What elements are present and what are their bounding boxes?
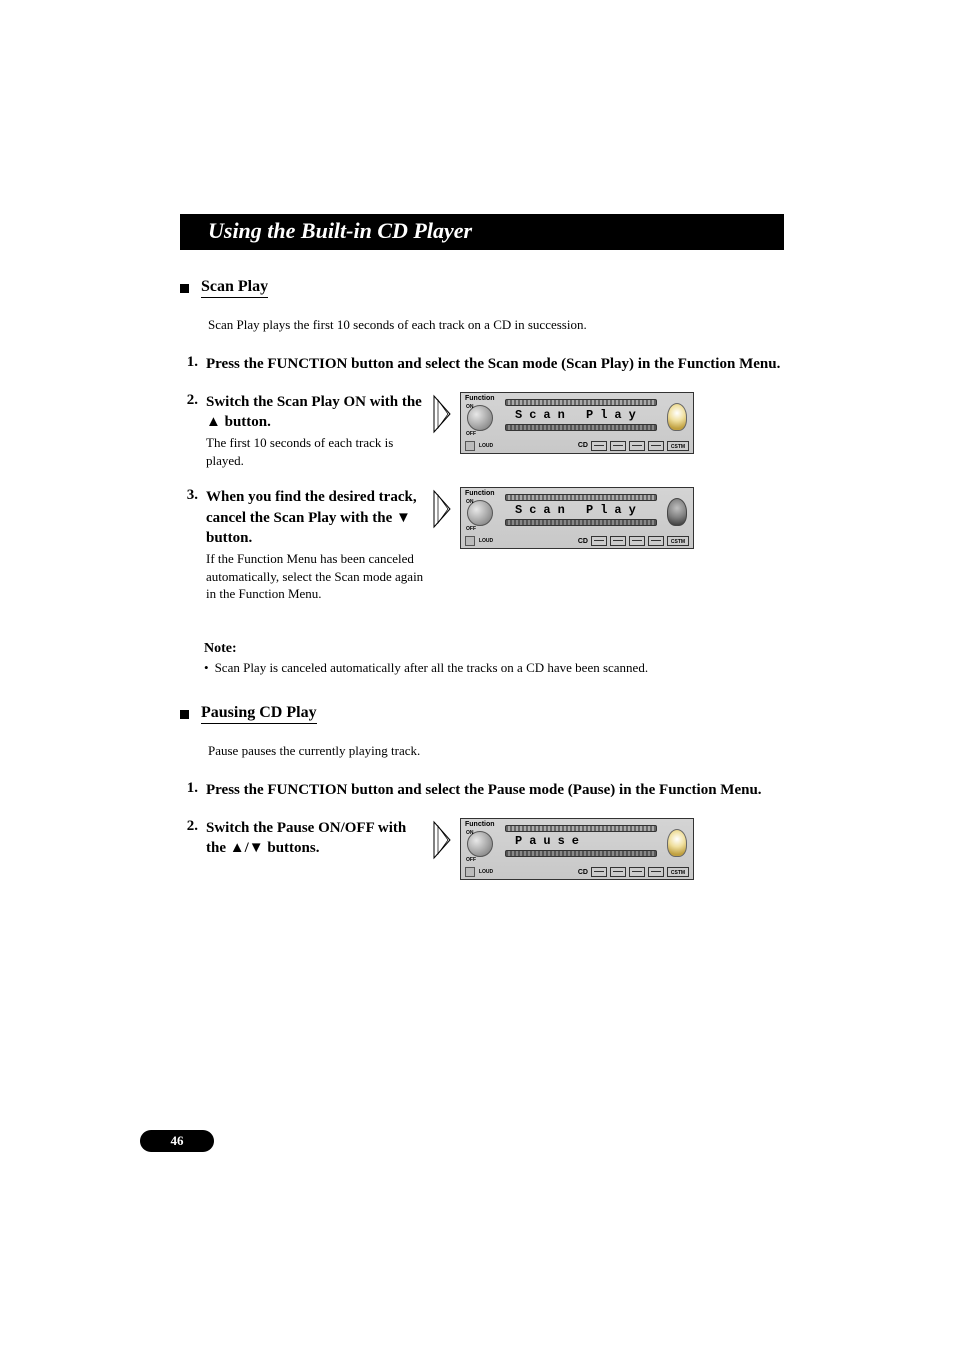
lcd-band: Pause	[505, 825, 657, 855]
lcd-status-icons: LOUD CD CSTM	[465, 441, 689, 451]
lcd-speaker-icon	[465, 867, 475, 877]
lcd-cstm-label: CSTM	[667, 536, 689, 546]
step-number: 2.	[180, 818, 198, 880]
note-label: Note:	[204, 641, 784, 657]
lcd-eq-icon	[629, 536, 645, 546]
lcd-cd-label: CD	[578, 538, 588, 545]
scan-step-1: 1. Press the FUNCTION button and select …	[180, 354, 784, 374]
bullet-icon: •	[204, 659, 209, 677]
lcd-eq-icon	[648, 536, 664, 546]
lcd-loud-icon: LOUD	[478, 444, 494, 448]
section-title: Using the Built-in CD Player	[180, 214, 784, 250]
lcd-eq-icon	[629, 867, 645, 877]
lcd-band: Scan Play	[505, 399, 657, 429]
subhead-pause: Pausing CD Play	[180, 704, 784, 724]
lcd-globe-icon	[467, 500, 493, 526]
square-bullet-icon	[180, 710, 189, 719]
step-text: Switch the Pause ON/OFF with the ▲/▼ but…	[206, 818, 426, 859]
scan-description: Scan Play plays the first 10 seconds of …	[208, 316, 784, 334]
lcd-globe-icon	[467, 831, 493, 857]
scan-step-2: 2. Switch the Scan Play ON with the ▲ bu…	[180, 392, 784, 470]
lcd-speaker-icon	[465, 441, 475, 451]
lcd-eq-icon	[629, 441, 645, 451]
scan-step-3: 3. When you find the desired track, canc…	[180, 487, 784, 602]
lcd-band: Scan Play	[505, 494, 657, 524]
lcd-bulb-on-icon	[667, 829, 687, 857]
lcd-eq-icon	[591, 536, 607, 546]
step-number: 2.	[180, 392, 198, 470]
pointer-icon	[432, 820, 454, 862]
lcd-eq-icon	[610, 536, 626, 546]
lcd-status-icons: LOUD CD CSTM	[465, 536, 689, 546]
step-text: Switch the Scan Play ON with the ▲ butto…	[206, 392, 426, 433]
lcd-eq-icon	[591, 867, 607, 877]
display-scan-off: Function Scan Play LOUD CD CSTM	[460, 487, 694, 549]
subhead-scan: Scan Play	[180, 278, 784, 298]
note-block: Note: • Scan Play is canceled automatica…	[204, 641, 784, 677]
subhead-pause-label: Pausing CD Play	[201, 704, 317, 724]
pointer-icon	[432, 394, 454, 436]
lcd-loud-icon: LOUD	[478, 539, 494, 543]
step-number: 1.	[180, 354, 198, 374]
lcd-eq-icon	[648, 441, 664, 451]
lcd-cd-label: CD	[578, 869, 588, 876]
lcd-cstm-label: CSTM	[667, 867, 689, 877]
lcd-eq-icon	[610, 441, 626, 451]
step-subtext: The first 10 seconds of each track is pl…	[206, 434, 426, 469]
display-pause: Function Pause LOUD CD CSTM	[460, 818, 694, 880]
step-text: Press the FUNCTION button and select the…	[206, 780, 784, 800]
lcd-status-icons: LOUD CD CSTM	[465, 867, 689, 877]
step-subtext: If the Function Menu has been canceled a…	[206, 550, 426, 603]
subhead-scan-label: Scan Play	[201, 278, 268, 298]
lcd-function-label: Function	[465, 490, 495, 497]
lcd-eq-icon	[591, 441, 607, 451]
pause-step-2: 2. Switch the Pause ON/OFF with the ▲/▼ …	[180, 818, 784, 880]
pointer-icon	[432, 489, 454, 531]
page-number-badge: 46	[140, 1130, 214, 1152]
lcd-bulb-on-icon	[667, 403, 687, 431]
lcd-cd-label: CD	[578, 442, 588, 449]
step-number: 1.	[180, 780, 198, 800]
lcd-function-label: Function	[465, 395, 495, 402]
step-number: 3.	[180, 487, 198, 602]
lcd-bulb-off-icon	[667, 498, 687, 526]
lcd-eq-icon	[648, 867, 664, 877]
lcd-main-text: Scan Play	[505, 406, 657, 424]
lcd-eq-icon	[610, 867, 626, 877]
lcd-speaker-icon	[465, 536, 475, 546]
lcd-main-text: Scan Play	[505, 501, 657, 519]
step-text: When you find the desired track, cancel …	[206, 487, 426, 548]
square-bullet-icon	[180, 284, 189, 293]
pause-description: Pause pauses the currently playing track…	[208, 742, 784, 760]
lcd-globe-icon	[467, 405, 493, 431]
lcd-function-label: Function	[465, 821, 495, 828]
display-scan-on: Function Scan Play LOUD CD CSTM	[460, 392, 694, 454]
pause-step-1: 1. Press the FUNCTION button and select …	[180, 780, 784, 800]
note-text: Scan Play is canceled automatically afte…	[215, 659, 649, 677]
lcd-main-text: Pause	[505, 832, 657, 850]
lcd-cstm-label: CSTM	[667, 441, 689, 451]
lcd-loud-icon: LOUD	[478, 870, 494, 874]
step-text: Press the FUNCTION button and select the…	[206, 354, 784, 374]
